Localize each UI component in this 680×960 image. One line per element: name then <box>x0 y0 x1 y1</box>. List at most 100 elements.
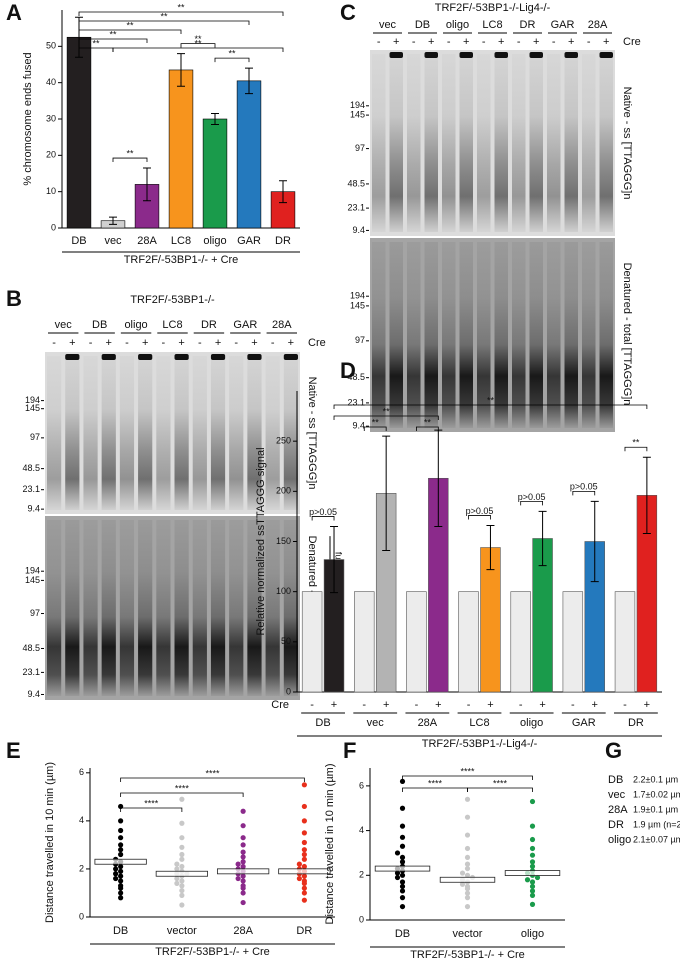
lane-label: 28A <box>272 319 292 331</box>
data-point <box>113 871 119 877</box>
size-marker: 48.5 <box>22 643 40 653</box>
gel-lane <box>442 242 456 428</box>
gel-lane <box>265 520 280 696</box>
significance-label: ** <box>126 148 134 158</box>
size-marker: 145 <box>350 109 365 119</box>
significance-label: ** <box>632 438 640 448</box>
data-point <box>399 778 406 785</box>
significance-bracket <box>311 516 335 521</box>
significance-bracket <box>402 787 468 792</box>
legend-label: - <box>415 699 419 711</box>
lane-plus: + <box>533 36 539 48</box>
data-point <box>301 782 307 788</box>
lane-plus: + <box>178 337 184 349</box>
data-point <box>113 866 119 872</box>
y-tick-label: 6 <box>359 780 364 790</box>
gel-well <box>599 52 613 58</box>
data-point <box>179 835 185 841</box>
x-tick-label: vector <box>167 925 197 937</box>
gel-lane <box>174 520 189 696</box>
gel-lane <box>210 520 226 696</box>
lane-plus: + <box>568 36 574 48</box>
data-point <box>179 844 185 850</box>
data-point <box>174 880 180 886</box>
gel-lane <box>512 54 526 232</box>
legend-label: + <box>644 699 650 711</box>
significance-label: ** <box>92 38 100 48</box>
significance-label: **** <box>460 766 475 776</box>
size-marker: 97 <box>30 608 40 618</box>
data-point <box>464 883 471 890</box>
gel-native <box>370 50 615 236</box>
significance-bracket <box>120 792 244 797</box>
size-marker: 9.4 <box>352 225 365 235</box>
data-point <box>399 823 406 829</box>
legend-label: + <box>383 699 389 711</box>
data-point <box>529 892 536 899</box>
gel-lane <box>283 356 298 510</box>
x-axis-label: TRF2F/-53BP1-/- + Cre <box>410 949 525 960</box>
gel-lane <box>247 356 262 510</box>
data-point <box>301 890 307 896</box>
x-tick-label: vec <box>104 235 122 247</box>
x-tick-label: DR <box>628 717 644 729</box>
data-point <box>240 878 246 884</box>
data-point <box>174 875 180 882</box>
gel-lane <box>407 54 421 232</box>
data-point <box>118 878 124 884</box>
data-point <box>464 872 471 878</box>
data-point <box>118 868 124 874</box>
y-tick-label: 2 <box>79 863 84 873</box>
data-point <box>118 895 124 901</box>
gel-title: TRF2F/-53BP1-/-Lig4-/- <box>435 2 551 14</box>
size-marker: 9.4 <box>27 504 40 514</box>
data-point <box>399 872 406 878</box>
gel-lane <box>547 54 561 232</box>
bar <box>458 591 479 693</box>
y-axis-label: Relative normalized ssTTAGGG signal <box>255 447 267 635</box>
data-point <box>118 847 124 853</box>
lane-label: LC8 <box>482 19 502 31</box>
size-marker: 48.5 <box>347 372 365 382</box>
lane-minus: - <box>234 337 238 349</box>
data-point <box>301 851 307 858</box>
y-tick-label: 50 <box>46 41 56 51</box>
gel-well <box>529 52 543 58</box>
data-point <box>179 883 185 889</box>
error-bar <box>590 500 599 583</box>
legend-label: - <box>571 699 575 711</box>
data-point <box>296 861 302 867</box>
gel-lane <box>389 54 403 232</box>
data-point <box>394 874 401 881</box>
bar <box>168 69 194 229</box>
size-marker: 48.5 <box>347 178 365 188</box>
data-point <box>174 861 180 867</box>
significance-bracket <box>180 43 216 48</box>
lane-plus: + <box>603 36 609 48</box>
legend-label: + <box>435 699 441 711</box>
gel-lane <box>101 520 116 696</box>
treatment-label: Cre <box>308 337 326 349</box>
gel-lane <box>407 242 421 428</box>
gel-lane <box>192 520 207 696</box>
lane-label: GAR <box>551 19 575 31</box>
significance-bracket <box>120 777 305 782</box>
data-point <box>524 877 531 883</box>
data-point <box>235 861 241 867</box>
data-point <box>240 854 246 860</box>
significance-bracket <box>624 446 648 452</box>
data-point <box>529 901 536 907</box>
gel-lane <box>83 520 98 696</box>
gel-lane <box>477 242 491 428</box>
data-point <box>118 827 124 834</box>
gel-lane <box>494 54 508 232</box>
native-label: Native - ss [TTAGGG]n <box>306 377 318 490</box>
data-point <box>179 820 185 826</box>
error-bar <box>538 510 547 567</box>
data-point <box>235 875 241 882</box>
gel-lane <box>283 520 298 696</box>
lane-label: DB <box>92 319 107 331</box>
data-point <box>118 890 124 896</box>
error-bar <box>279 180 287 204</box>
significance-bracket <box>112 157 148 163</box>
